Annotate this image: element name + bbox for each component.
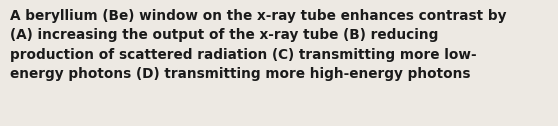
Text: A beryllium (Be) window on the x-ray tube enhances contrast by
(A) increasing th: A beryllium (Be) window on the x-ray tub… [10,9,507,81]
